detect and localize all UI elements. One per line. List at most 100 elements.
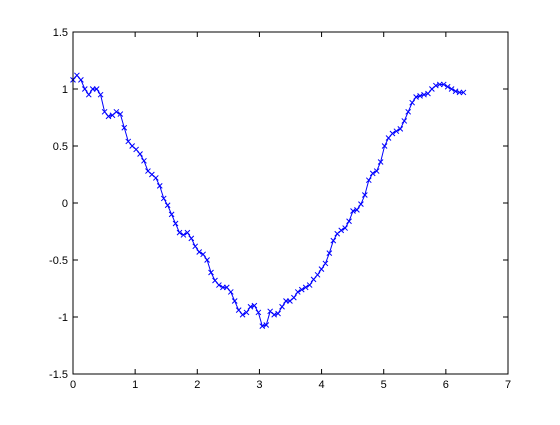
x-tick-label: 4 [319,379,325,391]
data-point-marker [231,298,238,304]
data-point-marker [306,282,313,288]
data-point-marker [184,229,191,236]
data-point-marker [223,284,230,291]
data-point-marker [141,157,147,164]
x-tick-label: 7 [505,379,511,391]
y-tick-label: 0 [62,198,68,210]
data-point-marker [85,91,92,98]
data-point-marker [208,269,214,276]
y-tick-label: 0.5 [53,141,68,153]
data-point-marker [444,83,451,90]
axes-box [72,31,509,375]
data-point-marker [152,175,159,181]
data-point-marker [212,277,218,284]
data-point-marker [78,77,84,83]
data-point-marker [196,249,203,255]
data-point-marker [401,118,408,124]
data-point-marker [133,146,139,153]
data-point-marker [314,271,321,278]
y-tick-label: -1 [58,312,68,324]
data-point-marker [247,303,254,310]
data-point-marker [350,208,356,214]
data-point-marker [117,111,124,117]
data-point-marker [377,159,384,165]
data-point-marker [113,108,120,115]
data-point-marker [259,323,266,329]
data-point-marker [97,91,104,98]
data-point-marker [452,88,459,95]
plot-area [73,32,508,374]
data-point-marker [137,151,143,157]
data-point-marker [255,309,262,316]
data-point-marker [279,303,285,310]
data-point-marker [172,220,179,227]
data-point-marker [373,168,380,174]
data-point-marker [188,235,195,242]
data-point-marker [105,113,112,120]
data-point-marker [235,307,242,314]
data-point-marker [160,195,167,202]
data-point-marker [413,94,419,100]
data-point-marker [204,257,210,263]
data-point-marker [176,229,183,236]
data-point-marker [385,135,392,141]
data-point-marker [302,284,309,291]
data-point-marker [330,237,337,244]
x-tick-label: 2 [194,379,200,391]
data-point-marker [326,250,333,257]
y-tick-label: -0.5 [49,255,68,267]
x-tick-label: 1 [132,379,138,391]
data-point-marker [342,225,348,231]
data-point-marker [298,286,305,293]
data-point-marker [227,289,234,295]
data-point-marker [125,138,132,145]
data-point-marker [239,311,246,318]
data-point-marker [460,89,467,96]
y-tick-label: -1.5 [49,369,68,381]
data-point-marker [338,227,345,234]
data-point-marker [425,90,431,97]
x-tick-label: 6 [443,379,449,391]
x-tick-label: 5 [381,379,387,391]
data-point-marker [81,86,88,92]
data-point-marker [393,128,400,135]
data-point-marker [397,126,404,132]
data-point-marker [417,92,423,99]
data-point-marker [354,206,360,213]
data-point-marker [121,124,128,131]
x-tick-label: 3 [256,379,262,391]
data-point-marker [275,310,281,317]
data-point-marker [358,201,364,207]
data-point-marker [409,99,416,106]
axis-tick-labels: 0 1 2 3 4 5 6 7 -1.5 -1 -0.5 0 0.5 1 1.5 [49,27,511,391]
data-point-marker [440,81,447,88]
data-point-marker [101,108,108,115]
data-point-marker [322,260,329,267]
data-point-marker [251,302,258,309]
data-point-marker [318,266,325,272]
data-point-marker [369,170,376,177]
data-point-marker [74,72,80,79]
data-point-marker [156,183,163,189]
x-tick-label: 0 [70,379,76,391]
data-point-marker [192,243,199,250]
data-point-marker [405,108,412,115]
data-point-marker [361,192,368,198]
data-point-marker [421,91,427,98]
data-point-marker [93,86,100,92]
data-point-marker [200,251,206,258]
data-point-marker [294,289,301,295]
data-point-marker [381,143,388,149]
data-point-marker [168,211,175,218]
data-point-marker [448,86,455,92]
data-point-marker [216,282,222,288]
data-point-marker [310,276,317,283]
data-point-marker [263,322,270,328]
data-point-marker [164,202,171,209]
data-point-marker [243,309,250,316]
data-point-marker [365,177,372,184]
data-point-marker [291,294,297,301]
y-tick-label: 1.5 [53,27,68,39]
